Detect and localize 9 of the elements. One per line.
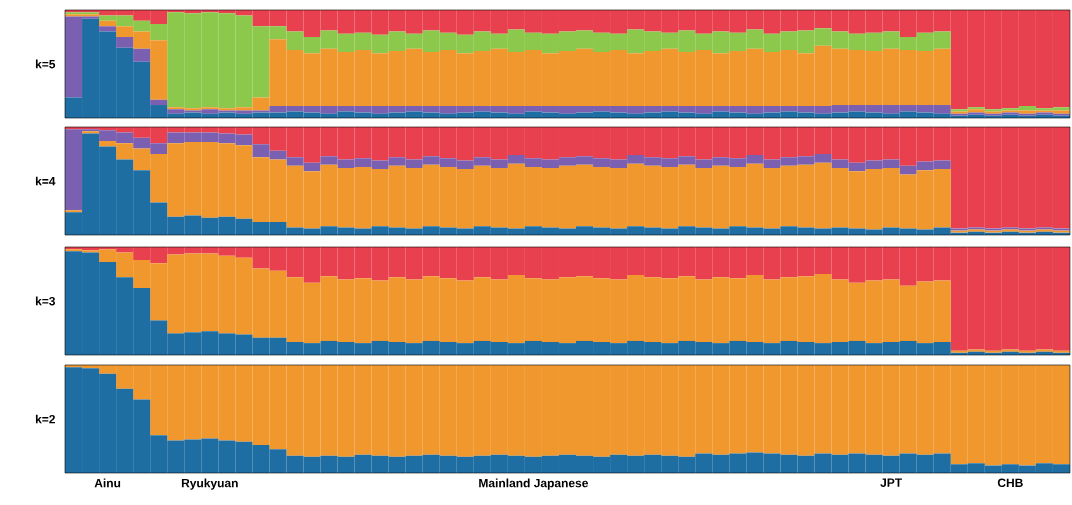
y-axis-title: k=2 [35,414,55,424]
x-tick-label: Ainu [94,478,121,488]
x-tick-label: Ryukyuan [181,478,238,490]
y-axis-title: k=5 [35,59,56,69]
y-axis-title: k=4 [35,176,56,186]
y-axis-title: k=3 [35,296,56,306]
x-tick-label: JPT [880,478,902,487]
x-tick-label: Mainland Japanese [479,478,589,490]
x-tick-label: CHB [997,478,1023,488]
